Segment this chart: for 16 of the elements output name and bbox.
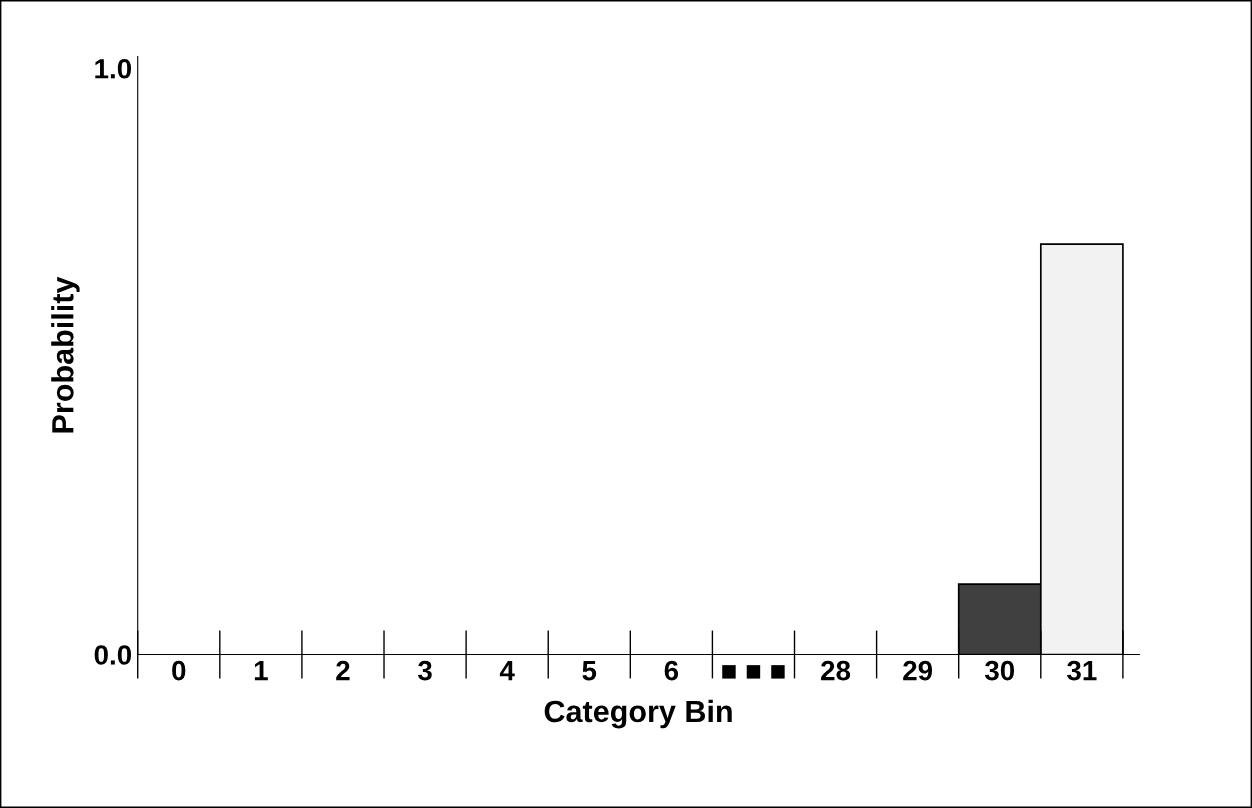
- x-tick-label: 31: [1067, 660, 1097, 681]
- x-tick-label: 3: [417, 660, 432, 681]
- y-axis-title: Probability: [51, 276, 80, 433]
- x-tick-label: 28: [821, 660, 851, 681]
- x-tick-label: 29: [903, 660, 933, 681]
- x-axis-title: Category Bin: [544, 699, 732, 729]
- x-tick-label: ■ ■ ■: [722, 665, 785, 679]
- x-tick-label: 4: [499, 661, 515, 681]
- x-tick-label: 2: [336, 660, 350, 681]
- x-tick-label: 1: [254, 661, 268, 681]
- x-tick-label: 6: [664, 660, 679, 681]
- x-tick-label: 0: [172, 660, 186, 681]
- x-tick-label: 30: [984, 660, 1015, 681]
- y-tick-label: 0.0: [94, 645, 132, 665]
- y-tick-label: 1.0: [95, 58, 132, 79]
- x-tick-label: 5: [582, 661, 597, 681]
